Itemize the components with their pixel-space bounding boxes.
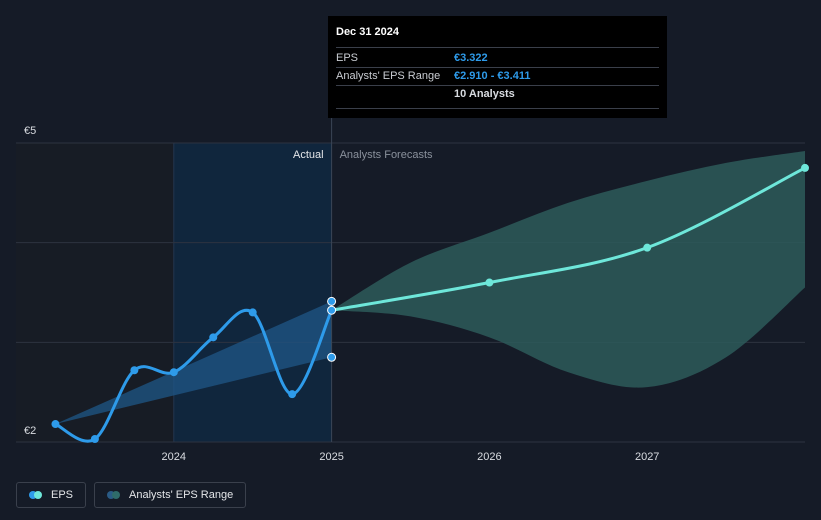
eps-point <box>51 420 60 429</box>
tooltip-title: Dec 31 2024 <box>336 25 659 48</box>
y-tick-label: €5 <box>24 125 36 137</box>
eps-swatch-icon <box>29 491 43 499</box>
eps-forecast-point <box>485 278 494 287</box>
swatch-dot <box>112 491 121 499</box>
eps-forecast-line <box>330 166 807 312</box>
eps-forecast-point <box>801 163 809 172</box>
tooltip-row-eps: EPS €3.322 <box>336 50 659 68</box>
tooltip-row-analysts: 10 Analysts <box>336 86 659 103</box>
swatch-dot <box>34 491 42 499</box>
eps-forecast-point <box>643 243 652 252</box>
tooltip-key: EPS <box>336 52 359 64</box>
x-tick-label: 2025 <box>319 451 343 463</box>
highlight-point <box>327 305 337 315</box>
tooltip-key: Analysts' EPS Range <box>336 70 441 82</box>
x-tick-label: 2024 <box>162 451 186 463</box>
swatch-dot <box>29 491 37 499</box>
tooltip-value: €2.910 - €3.411 <box>454 70 531 82</box>
legend-label: Analysts' EPS Range <box>129 489 234 501</box>
legend-label: EPS <box>51 489 74 501</box>
tooltip-divider <box>336 108 659 109</box>
x-tick-label: 2026 <box>477 451 501 463</box>
eps-point <box>288 390 297 399</box>
hover-tooltip: Dec 31 2024 EPS €3.322 Analysts' EPS Ran… <box>328 16 667 118</box>
legend-item-eps-range[interactable]: Analysts' EPS Range <box>94 482 247 508</box>
highlight-point <box>327 296 337 306</box>
range-swatch-icon <box>107 491 121 499</box>
tooltip-row-range: Analysts' EPS Range €2.910 - €3.411 <box>336 68 659 86</box>
eps-point <box>169 368 178 377</box>
y-tick-label: €2 <box>24 425 36 437</box>
tooltip-value: €3.322 <box>454 52 488 64</box>
eps-point <box>209 333 218 342</box>
eps-point <box>90 435 99 444</box>
tooltip-value: 10 Analysts <box>454 88 515 100</box>
eps-point <box>130 366 139 375</box>
actual-region-shade <box>173 143 332 442</box>
actual-region-label: Actual <box>293 149 324 161</box>
legend-item-eps[interactable]: EPS <box>16 482 87 508</box>
forecast-region-label: Analysts Forecasts <box>340 149 433 161</box>
swatch-dot <box>107 491 116 499</box>
highlight-point <box>327 352 337 362</box>
eps-point <box>248 308 257 317</box>
x-tick-label: 2027 <box>635 451 659 463</box>
tooltip-key <box>336 86 454 103</box>
chart-legend: EPS Analysts' EPS Range <box>16 482 247 508</box>
